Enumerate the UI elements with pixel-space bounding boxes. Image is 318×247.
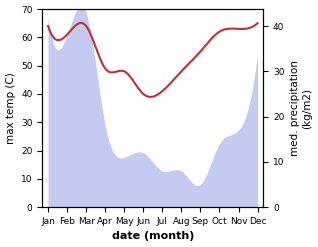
X-axis label: date (month): date (month)	[112, 231, 194, 242]
Y-axis label: med. precipitation
(kg/m2): med. precipitation (kg/m2)	[290, 60, 313, 156]
Y-axis label: max temp (C): max temp (C)	[5, 72, 16, 144]
